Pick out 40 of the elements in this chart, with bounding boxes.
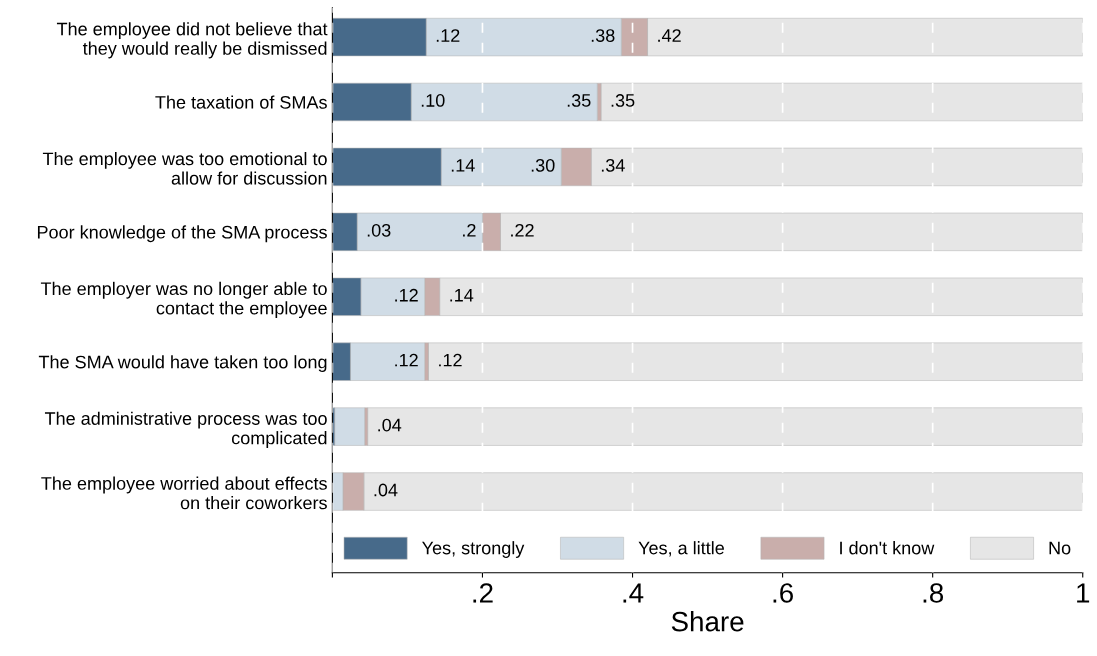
bar bbox=[600, 82, 1083, 122]
annotation: .35 bbox=[611, 94, 635, 107]
x-axis-title: Share bbox=[671, 611, 744, 632]
annotation: .12 bbox=[395, 353, 418, 367]
annotation: .38 bbox=[591, 29, 615, 42]
y-tick-label: The employee worried about effects on their coworkers bbox=[41, 476, 327, 510]
annotation: .14 bbox=[451, 159, 475, 172]
x-tick-label: .2 bbox=[473, 583, 493, 603]
y-tick-label: Poor knowledge of the SMA process bbox=[37, 225, 327, 243]
x-tick-label: .8 bbox=[923, 583, 944, 603]
annotation: .04 bbox=[378, 418, 402, 432]
annotation: .2 bbox=[463, 223, 476, 237]
y-tick-label: The employer was no longer able to contact the employee bbox=[40, 281, 327, 319]
annotation: .10 bbox=[421, 94, 445, 107]
legend-label: Yes, strongly bbox=[422, 541, 525, 558]
y-tick-label: The employee did not believe that they would really be dismissed bbox=[56, 22, 328, 59]
x-tick-label: .6 bbox=[773, 583, 793, 603]
legend-label: Yes, a little bbox=[638, 541, 724, 557]
bar bbox=[334, 407, 365, 446]
legend-label: No bbox=[1049, 541, 1071, 555]
bar bbox=[428, 342, 1083, 381]
annotation: .35 bbox=[567, 94, 591, 107]
annotation: .12 bbox=[395, 288, 418, 302]
annotation: .12 bbox=[436, 29, 460, 42]
x-tick-label: .4 bbox=[623, 583, 644, 603]
annotation: .12 bbox=[439, 353, 462, 367]
annotation: .14 bbox=[450, 289, 474, 302]
annotation: .42 bbox=[658, 29, 681, 42]
legend-label: I don't know bbox=[840, 541, 935, 555]
bar bbox=[367, 407, 1083, 446]
y-tick-label: The taxation of SMAs bbox=[155, 95, 327, 109]
annotation: .03 bbox=[367, 223, 391, 237]
y-tick-label: The employee was too emotional to allow for discussion bbox=[42, 151, 327, 185]
annotation: .04 bbox=[374, 483, 398, 497]
annotation: .22 bbox=[511, 223, 534, 237]
y-tick-label: The SMA would have taken too long bbox=[38, 355, 327, 372]
annotation: .34 bbox=[601, 158, 625, 172]
annotation: .30 bbox=[531, 158, 555, 172]
x-tick-label: 1 bbox=[1077, 583, 1090, 603]
y-tick-label: The administrative process was too complicated bbox=[44, 411, 327, 448]
